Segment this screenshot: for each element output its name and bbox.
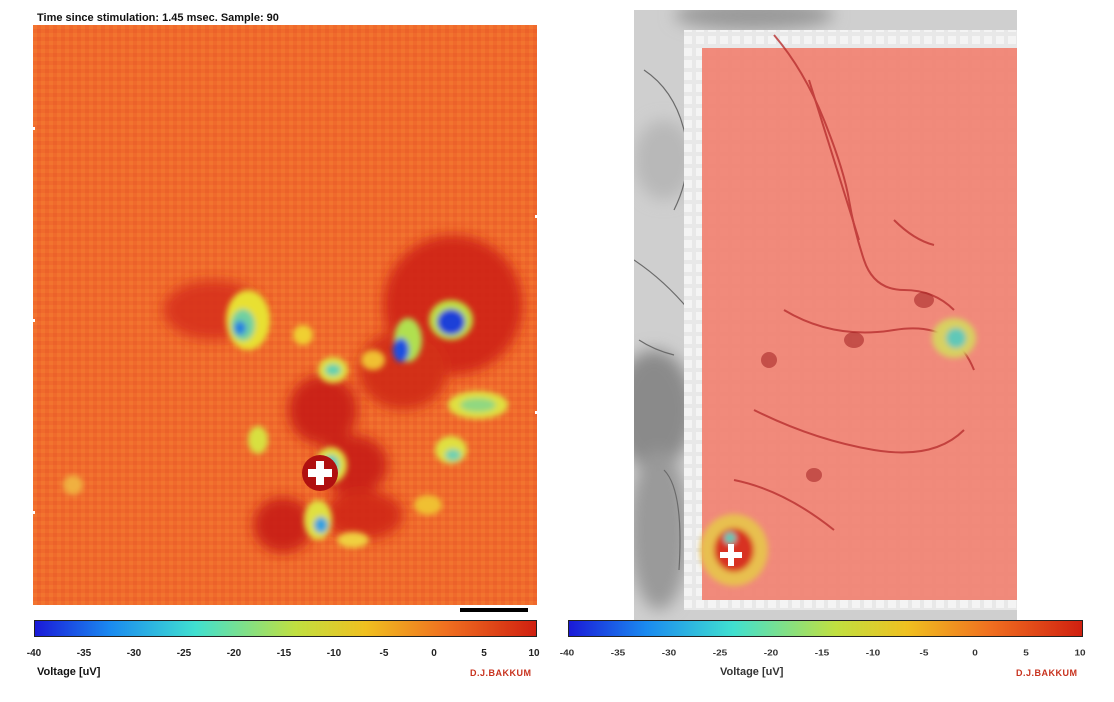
- left-colorbar-ticks: -40 -35 -30 -25 -20 -15 -10 -5 0 5 10: [19, 648, 549, 662]
- tick-label: -35: [610, 648, 626, 659]
- tick-label: -20: [763, 648, 779, 659]
- left-header: Time since stimulation: 1.45 msec. Sampl…: [37, 12, 279, 24]
- right-axis-label: Voltage [uV]: [720, 666, 784, 678]
- tick-label: 10: [528, 648, 540, 659]
- tick-label: -5: [919, 648, 929, 659]
- tick-label: 10: [1074, 648, 1086, 659]
- right-colorbar: [568, 620, 1083, 637]
- stim-marker-right: [720, 544, 742, 566]
- edge-tick: [535, 411, 539, 414]
- right-colorbar-ticks: -40 -35 -30 -25 -20 -15 -10 -5 0 5 10: [552, 648, 1097, 662]
- tick-label: -10: [326, 648, 342, 659]
- scale-bar-left: [460, 608, 528, 612]
- edge-tick: [31, 511, 35, 514]
- left-axis-label: Voltage [uV]: [37, 666, 101, 678]
- right-map-graphic: [634, 10, 1017, 620]
- edge-tick: [535, 215, 539, 218]
- tick-label: -5: [379, 648, 389, 659]
- tick-label: -40: [26, 648, 42, 659]
- edge-tick: [31, 127, 35, 130]
- left-voltage-map: [33, 25, 537, 605]
- tick-label: -40: [559, 648, 575, 659]
- tick-label: -35: [76, 648, 92, 659]
- tick-label: -15: [814, 648, 830, 659]
- tick-label: -30: [126, 648, 142, 659]
- tick-label: -25: [712, 648, 728, 659]
- tick-label: -30: [661, 648, 677, 659]
- right-microscope-image: [634, 10, 1017, 620]
- tick-label: -15: [276, 648, 292, 659]
- tick-label: -10: [865, 648, 881, 659]
- tick-label: -20: [226, 648, 242, 659]
- left-colorbar: [34, 620, 537, 637]
- left-credit: D.J.BAKKUM: [470, 668, 532, 678]
- edge-tick: [31, 319, 35, 322]
- left-map-graphic: [33, 25, 537, 605]
- right-credit: D.J.BAKKUM: [1016, 668, 1078, 678]
- tick-label: -25: [176, 648, 192, 659]
- tick-label: 5: [481, 648, 487, 659]
- tick-label: 5: [1023, 648, 1029, 659]
- stim-marker-left: [302, 455, 338, 491]
- tick-label: 0: [972, 648, 978, 659]
- tick-label: 0: [431, 648, 437, 659]
